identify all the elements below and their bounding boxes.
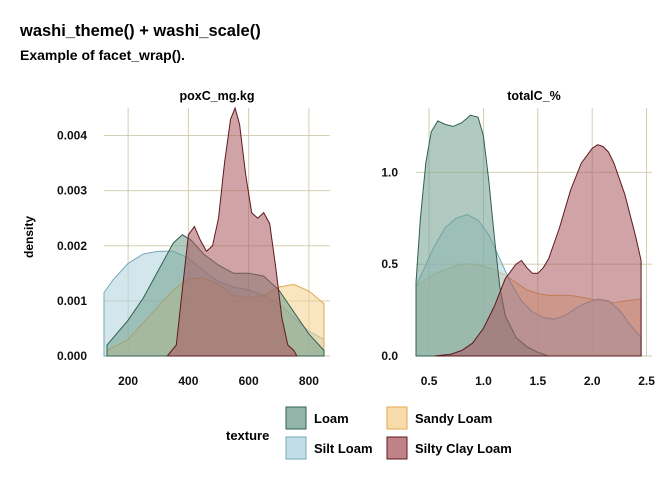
chart-subtitle: Example of facet_wrap(). <box>20 47 185 63</box>
legend-item-loam: Loam <box>285 406 349 430</box>
y-tick-label: 0.5 <box>381 257 398 271</box>
density-area-silty-clay-loam <box>434 144 642 357</box>
legend-label: Loam <box>314 411 349 426</box>
x-tick-label: 400 <box>178 374 198 388</box>
y-tick-label: 0.003 <box>57 184 87 198</box>
y-tick-label: 1.0 <box>381 165 398 179</box>
x-tick-label: 1.0 <box>475 374 492 388</box>
x-tick-label: 0.5 <box>421 374 438 388</box>
legend-swatch <box>386 406 408 430</box>
panel-poxc-mg-kg: poxC_mg.kg 200 400 600 800 0.000 0.001 0.002 0.0… <box>57 89 330 388</box>
y-tick-label: 0.000 <box>57 349 87 363</box>
legend-item-silty-clay-loam: Silty Clay Loam <box>386 436 512 460</box>
legend-swatch <box>285 406 307 430</box>
legend-label: Silty Clay Loam <box>415 441 512 456</box>
x-tick-label: 600 <box>239 374 259 388</box>
legend-swatch <box>386 436 408 460</box>
y-tick-label: 0.004 <box>57 129 87 143</box>
x-tick-label: 1.5 <box>529 374 546 388</box>
legend-item-sandy-loam: Sandy Loam <box>386 406 492 430</box>
panel-totalc: totalC_% 0.5 1.0 1.5 2.0 2.5 0.0 0.5 1.0 <box>381 89 655 388</box>
density-area-silty-clay-loam <box>166 106 298 357</box>
legend-swatch <box>285 436 307 460</box>
x-tick-label: 2.0 <box>584 374 601 388</box>
y-tick-label: 0.0 <box>381 349 398 363</box>
x-tick-label: 2.5 <box>638 374 655 388</box>
strip-label: totalC_% <box>507 89 560 103</box>
chart-title: washi_theme() + washi_scale() <box>19 22 261 40</box>
legend-item-silt-loam: Silt Loam <box>285 436 373 460</box>
y-axis-label: density <box>22 216 36 258</box>
y-tick-label: 0.002 <box>57 239 87 253</box>
strip-label: poxC_mg.kg <box>179 89 254 103</box>
legend: texture Loam Silt Loam Sandy Loam Silty Clay… <box>226 406 512 460</box>
x-tick-label: 800 <box>299 374 319 388</box>
legend-title: texture <box>226 428 269 443</box>
facet-panels: poxC_mg.kg 200 400 600 800 0.000 0.001 0.002 0.0… <box>57 89 655 388</box>
x-tick-label: 200 <box>118 374 138 388</box>
legend-label: Silt Loam <box>314 441 373 456</box>
legend-label: Sandy Loam <box>415 411 492 426</box>
y-tick-label: 0.001 <box>57 294 87 308</box>
